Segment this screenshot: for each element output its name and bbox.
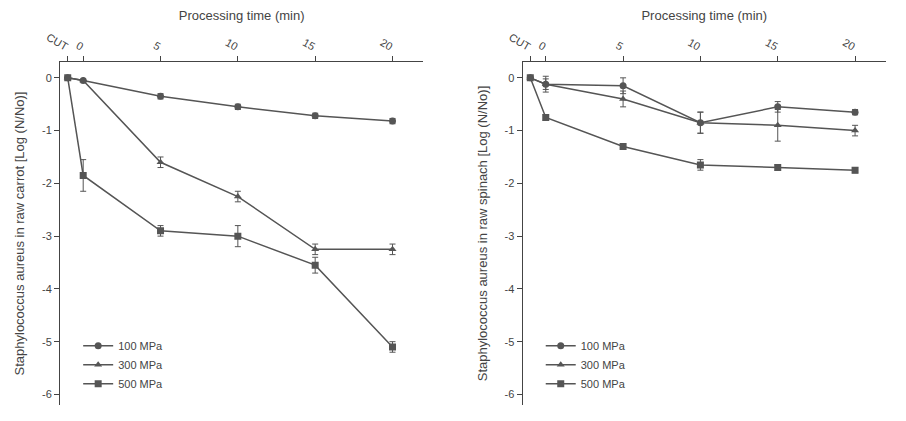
svg-text:300 MPa: 300 MPa: [118, 359, 163, 371]
svg-text:CUT: CUT: [507, 31, 533, 53]
svg-text:-6: -6: [505, 388, 515, 400]
svg-text:5: 5: [151, 39, 162, 52]
svg-text:-2: -2: [505, 177, 515, 189]
svg-text:100 MPa: 100 MPa: [118, 340, 163, 352]
svg-text:10: 10: [223, 36, 240, 53]
svg-text:-1: -1: [505, 124, 515, 136]
svg-text:-3: -3: [505, 230, 515, 242]
svg-text:20: 20: [378, 36, 395, 53]
svg-text:CUT: CUT: [44, 31, 70, 53]
svg-text:Processing time (min): Processing time (min): [179, 8, 305, 23]
svg-text:Staphylococcus aureus in raw s: Staphylococcus aureus in raw spinach [Lo…: [475, 86, 490, 382]
svg-text:-5: -5: [505, 336, 515, 348]
svg-text:Staphylococcus aureus in raw c: Staphylococcus aureus in raw carrot [Log…: [12, 92, 27, 376]
svg-text:0: 0: [46, 72, 52, 84]
svg-text:15: 15: [763, 36, 780, 53]
svg-text:5: 5: [614, 39, 625, 52]
svg-text:-4: -4: [42, 283, 52, 295]
svg-text:0: 0: [508, 72, 514, 84]
svg-text:-1: -1: [42, 124, 52, 136]
svg-text:300 MPa: 300 MPa: [581, 359, 626, 371]
svg-text:500 MPa: 500 MPa: [581, 378, 626, 390]
svg-text:Processing time (min): Processing time (min): [641, 8, 767, 23]
svg-text:-5: -5: [42, 336, 52, 348]
svg-text:-2: -2: [42, 177, 52, 189]
svg-text:0: 0: [537, 39, 548, 52]
svg-text:-6: -6: [42, 388, 52, 400]
svg-text:20: 20: [841, 36, 858, 53]
svg-text:100 MPa: 100 MPa: [581, 340, 626, 352]
svg-text:10: 10: [686, 36, 703, 53]
svg-text:500 MPa: 500 MPa: [118, 378, 163, 390]
svg-text:0: 0: [74, 39, 85, 52]
svg-text:-3: -3: [42, 230, 52, 242]
svg-text:-4: -4: [505, 283, 515, 295]
svg-text:15: 15: [301, 36, 318, 53]
